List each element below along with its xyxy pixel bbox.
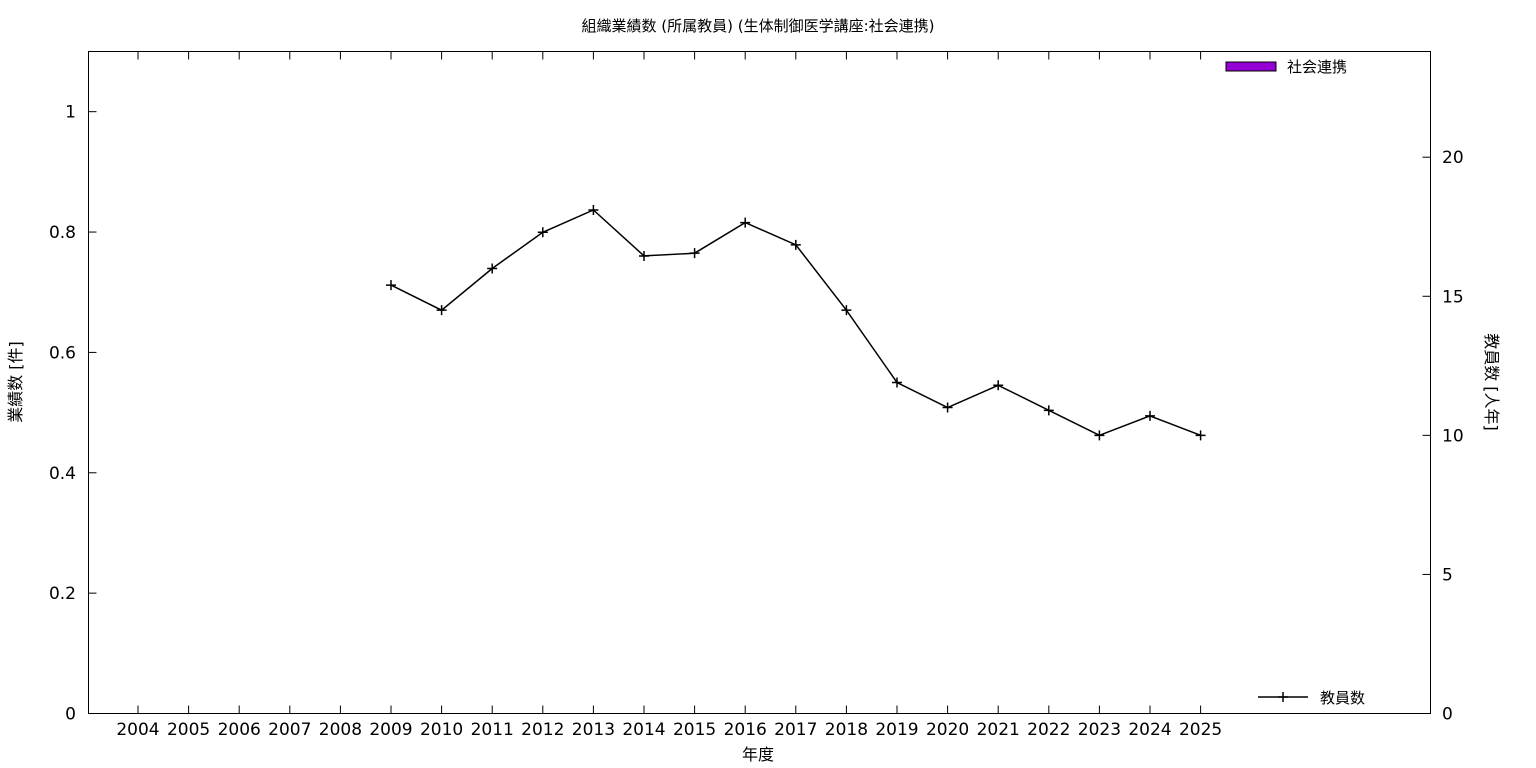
line-point <box>537 227 548 238</box>
left-axis-tick-label: 1 <box>65 103 76 123</box>
right-axis-tick-label: 10 <box>1442 426 1464 446</box>
x-axis-tick-label: 2014 <box>622 720 665 740</box>
x-axis-tick-label: 2010 <box>420 720 463 740</box>
x-axis-tick-label: 2020 <box>926 720 969 740</box>
legend-line: 教員数 <box>1258 689 1365 707</box>
line-point <box>892 377 902 388</box>
line-point <box>790 239 801 250</box>
x-axis-tick-label: 2018 <box>825 720 868 740</box>
x-axis-tick-label: 2022 <box>1027 720 1070 740</box>
x-axis-tick-label: 2021 <box>977 720 1020 740</box>
left-axis-title: 業績数 [件] <box>6 341 25 423</box>
line-point <box>993 380 1004 391</box>
x-axis-tick-label: 2017 <box>774 720 817 740</box>
line-point <box>942 402 953 413</box>
x-axis-tick-label: 2008 <box>319 720 362 740</box>
x-axis-tick-label: 2025 <box>1179 720 1222 740</box>
line-point <box>588 205 599 216</box>
line-point <box>1195 430 1206 441</box>
line-point <box>841 305 852 316</box>
right-axis-tick-label: 0 <box>1442 705 1453 725</box>
legend-line-label: 教員数 <box>1320 689 1365 707</box>
x-axis-tick-label: 2013 <box>572 720 615 740</box>
x-axis-tick-label: 2019 <box>875 720 918 740</box>
x-axis-tick-label: 2005 <box>167 720 210 740</box>
legend-bar-swatch <box>1225 61 1277 72</box>
x-axis-tick-label: 2015 <box>673 720 716 740</box>
line-point <box>689 248 700 259</box>
legend-bar-label: 社会連携 <box>1287 58 1347 76</box>
x-axis-tick-label: 2007 <box>268 720 311 740</box>
x-axis-tick-label: 2011 <box>471 720 514 740</box>
line-point <box>436 305 447 316</box>
x-axis-tick-label: 2024 <box>1128 720 1171 740</box>
line-point <box>1043 405 1054 416</box>
right-axis-tick-label: 20 <box>1442 148 1464 168</box>
right-axis-tick-label: 5 <box>1442 565 1453 585</box>
left-axis-tick-label: 0.6 <box>49 343 76 363</box>
legend-line-marker <box>1278 692 1288 702</box>
x-axis-title: 年度 <box>742 745 774 764</box>
chart-title: 組織業績数 (所属教員) (生体制御医学講座:社会連携) <box>581 17 934 35</box>
left-axis-tick-label: 0.2 <box>49 584 76 604</box>
right-axis-tick-label: 15 <box>1442 287 1464 307</box>
line-point <box>1145 410 1155 421</box>
x-axis-tick-label: 2016 <box>724 720 767 740</box>
x-axis-tick-label: 2009 <box>369 720 412 740</box>
x-axis: 2004 2005 2006 2007 2008 2009 2010 2011 2012 2013… <box>116 51 1222 740</box>
x-axis-tick-label: 2006 <box>218 720 261 740</box>
x-axis-tick-label: 2023 <box>1078 720 1121 740</box>
left-axis-tick-label: 0.4 <box>49 464 76 484</box>
line-point <box>1094 430 1105 441</box>
x-axis-tick-label: 2012 <box>521 720 564 740</box>
left-axis: 0 0.2 0.4 0.6 0.8 1 <box>49 103 97 725</box>
x-axis-tick-label: 2004 <box>116 720 159 740</box>
left-axis-tick-label: 0 <box>65 705 76 725</box>
legend-bar: 社会連携 <box>1225 58 1347 76</box>
line-series <box>386 205 1206 441</box>
line-point <box>386 280 396 291</box>
line-point <box>740 217 751 228</box>
left-axis-tick-label: 0.8 <box>49 223 76 243</box>
right-axis-title: 教員数 [人年] <box>1482 333 1501 431</box>
line-point <box>639 250 649 261</box>
right-axis: 0 5 10 15 20 <box>1422 148 1464 725</box>
line-point <box>487 263 498 274</box>
plot-frame <box>88 51 1431 714</box>
